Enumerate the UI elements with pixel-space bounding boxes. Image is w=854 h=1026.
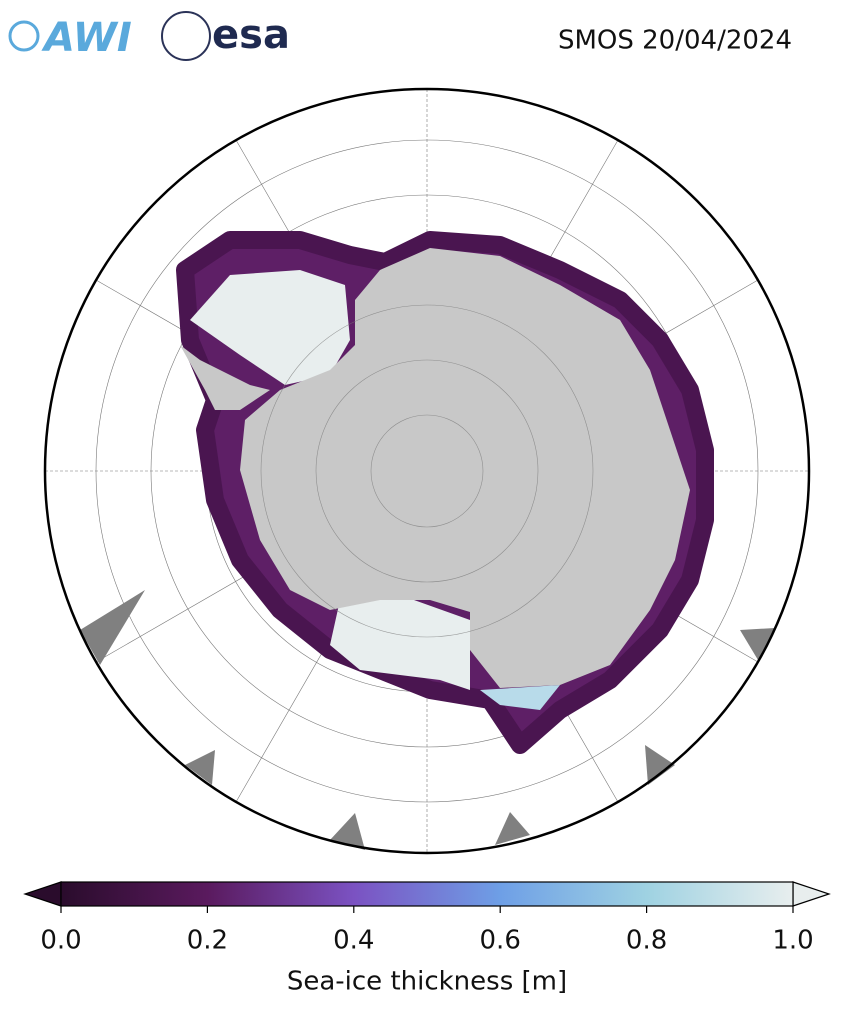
graticule-over-land	[260, 304, 594, 638]
ross-ice-edge	[480, 685, 560, 710]
map	[43, 87, 811, 855]
antarctica	[240, 248, 690, 688]
colorbar-under	[23, 881, 62, 907]
colorbar-label: Sea-ice thickness [m]	[287, 967, 567, 997]
title: SMOS 20/04/2024	[558, 26, 792, 56]
colorbar-tick-label: 0.8	[626, 926, 667, 956]
awi-icon	[8, 20, 40, 52]
colorbar-tick-label: 0.2	[187, 926, 228, 956]
colorbar-tick-label: 0.6	[480, 926, 521, 956]
colorbar-tick-label: 0.4	[333, 926, 374, 956]
weddell-thick-ice	[190, 270, 350, 385]
ross-thick-ice	[330, 595, 470, 690]
colorbar-over	[792, 881, 831, 907]
esa-icon	[161, 11, 211, 61]
colorbar	[23, 881, 831, 913]
logos: AWI esa	[8, 11, 290, 61]
colorbar-ramp	[60, 881, 794, 907]
antarctic-peninsula	[180, 345, 270, 410]
awi-logo: AWI	[41, 15, 132, 61]
esa-logo: esa	[212, 12, 290, 58]
map-boundary	[43, 87, 811, 855]
colorbar-tick-label: 1.0	[772, 926, 813, 956]
colorbar-tick-label: 0.0	[40, 926, 81, 956]
land-fragments	[80, 590, 775, 850]
